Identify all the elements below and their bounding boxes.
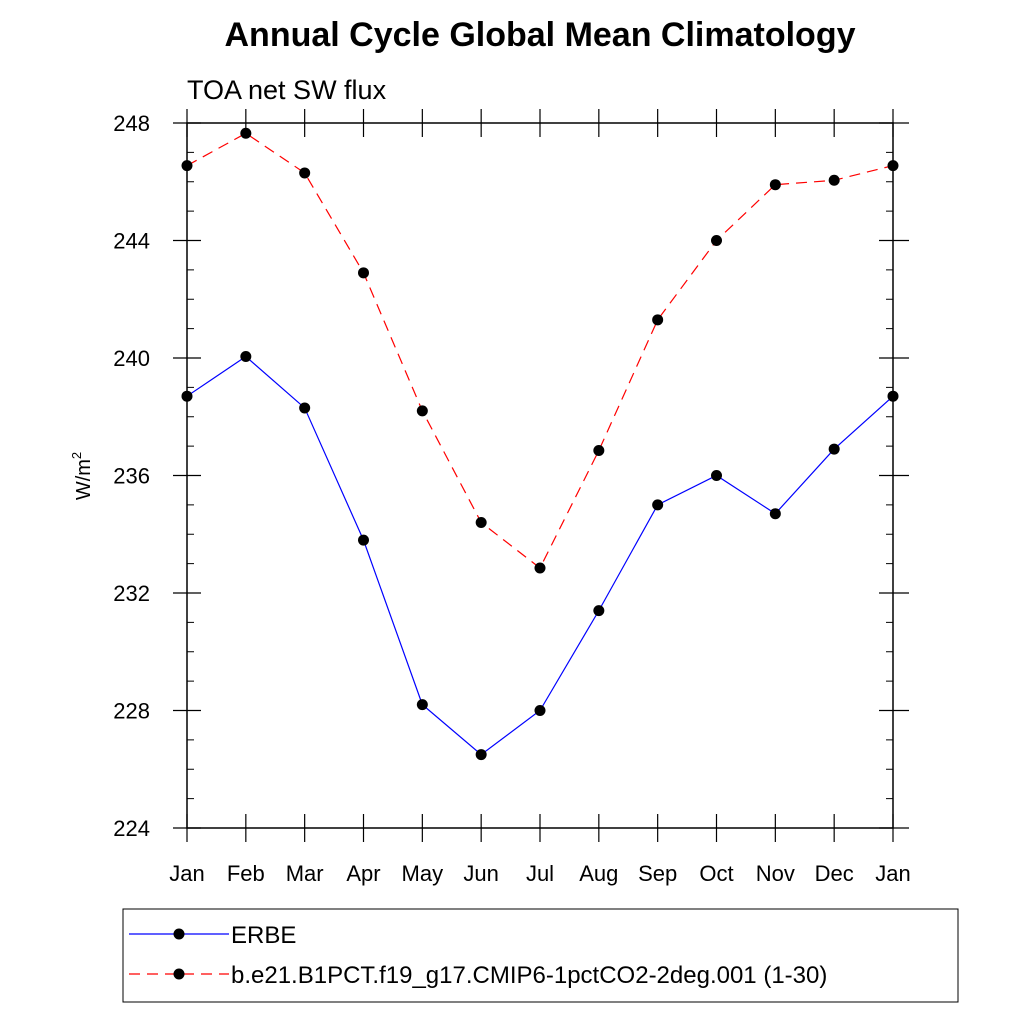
legend-label-erbe: ERBE	[231, 922, 296, 949]
x-tick-label: Feb	[227, 861, 265, 886]
legend-marker-erbe	[173, 928, 185, 940]
y-tick-label: 236	[113, 464, 150, 489]
x-tick-label: Jul	[526, 861, 554, 886]
series-0-point	[593, 605, 605, 617]
x-tick-label: May	[402, 861, 444, 886]
major-ticks	[173, 109, 909, 842]
series-1-point	[358, 267, 369, 279]
x-tick-label: Dec	[815, 861, 854, 886]
series-1-point	[299, 167, 311, 179]
series-0-point	[299, 402, 311, 414]
legend-box	[122, 908, 959, 1003]
y-tick-labels: 224 228 232 236 240 244 248	[113, 111, 150, 841]
y-tick-label: 232	[113, 581, 150, 606]
x-tick-labels: Jan Feb Mar Apr May Jun Jul Aug Sep Oct Nov Dec Jan	[169, 861, 910, 886]
plot-frame	[186, 122, 894, 829]
y-tick-label: 244	[113, 229, 150, 254]
series-0-point	[240, 351, 252, 363]
chart-subtitle: TOA net SW flux	[187, 75, 387, 105]
legend-label-model: b.e21.B1PCT.f19_g17.CMIP6-1pctCO2-2deg.0…	[231, 962, 827, 989]
x-tick-label: Nov	[756, 861, 795, 886]
series-1-point	[652, 314, 664, 326]
x-tick-label: Jun	[463, 861, 498, 886]
x-tick-label: Jan	[169, 861, 204, 886]
y-tick-label: 228	[113, 699, 150, 724]
series-1-point	[240, 127, 252, 139]
series-line-0	[186, 355, 894, 756]
x-tick-label: Mar	[286, 861, 324, 886]
series-0-point	[828, 443, 840, 455]
series-0-point	[652, 499, 664, 511]
series-0-point	[534, 705, 546, 716]
series-1-point	[769, 179, 781, 191]
y-axis-label-superscript: 2	[69, 452, 84, 459]
series-line-1	[186, 132, 894, 569]
series-0-point	[475, 749, 487, 761]
x-tick-label: Jan	[875, 861, 910, 886]
series-1-point	[828, 174, 840, 186]
y-axis-label: W/m2	[69, 452, 95, 500]
series-1-point	[711, 235, 722, 246]
minor-ticks	[187, 151, 893, 800]
series-layer	[181, 127, 899, 761]
x-tick-label: Aug	[579, 861, 618, 886]
series-0-point	[416, 699, 428, 711]
series-0-point	[769, 508, 781, 520]
series-0-point	[358, 534, 369, 546]
y-tick-label: 248	[113, 111, 150, 136]
legend: ERBE b.e21.B1PCT.f19_g17.CMIP6-1pctCO2-2…	[122, 908, 959, 1003]
x-tick-label: Sep	[638, 861, 677, 886]
series-1-point	[475, 517, 487, 528]
y-tick-label: 224	[113, 816, 150, 841]
series-0-point	[711, 470, 722, 481]
legend-marker-model	[173, 968, 185, 980]
series-1-point	[534, 562, 546, 574]
series-1-point	[593, 445, 605, 457]
x-tick-label: Oct	[699, 861, 733, 886]
x-tick-label: Apr	[346, 861, 380, 886]
chart-title: Annual Cycle Global Mean Climatology	[225, 16, 856, 54]
y-tick-label: 240	[113, 346, 150, 371]
series-1-point	[416, 405, 428, 417]
